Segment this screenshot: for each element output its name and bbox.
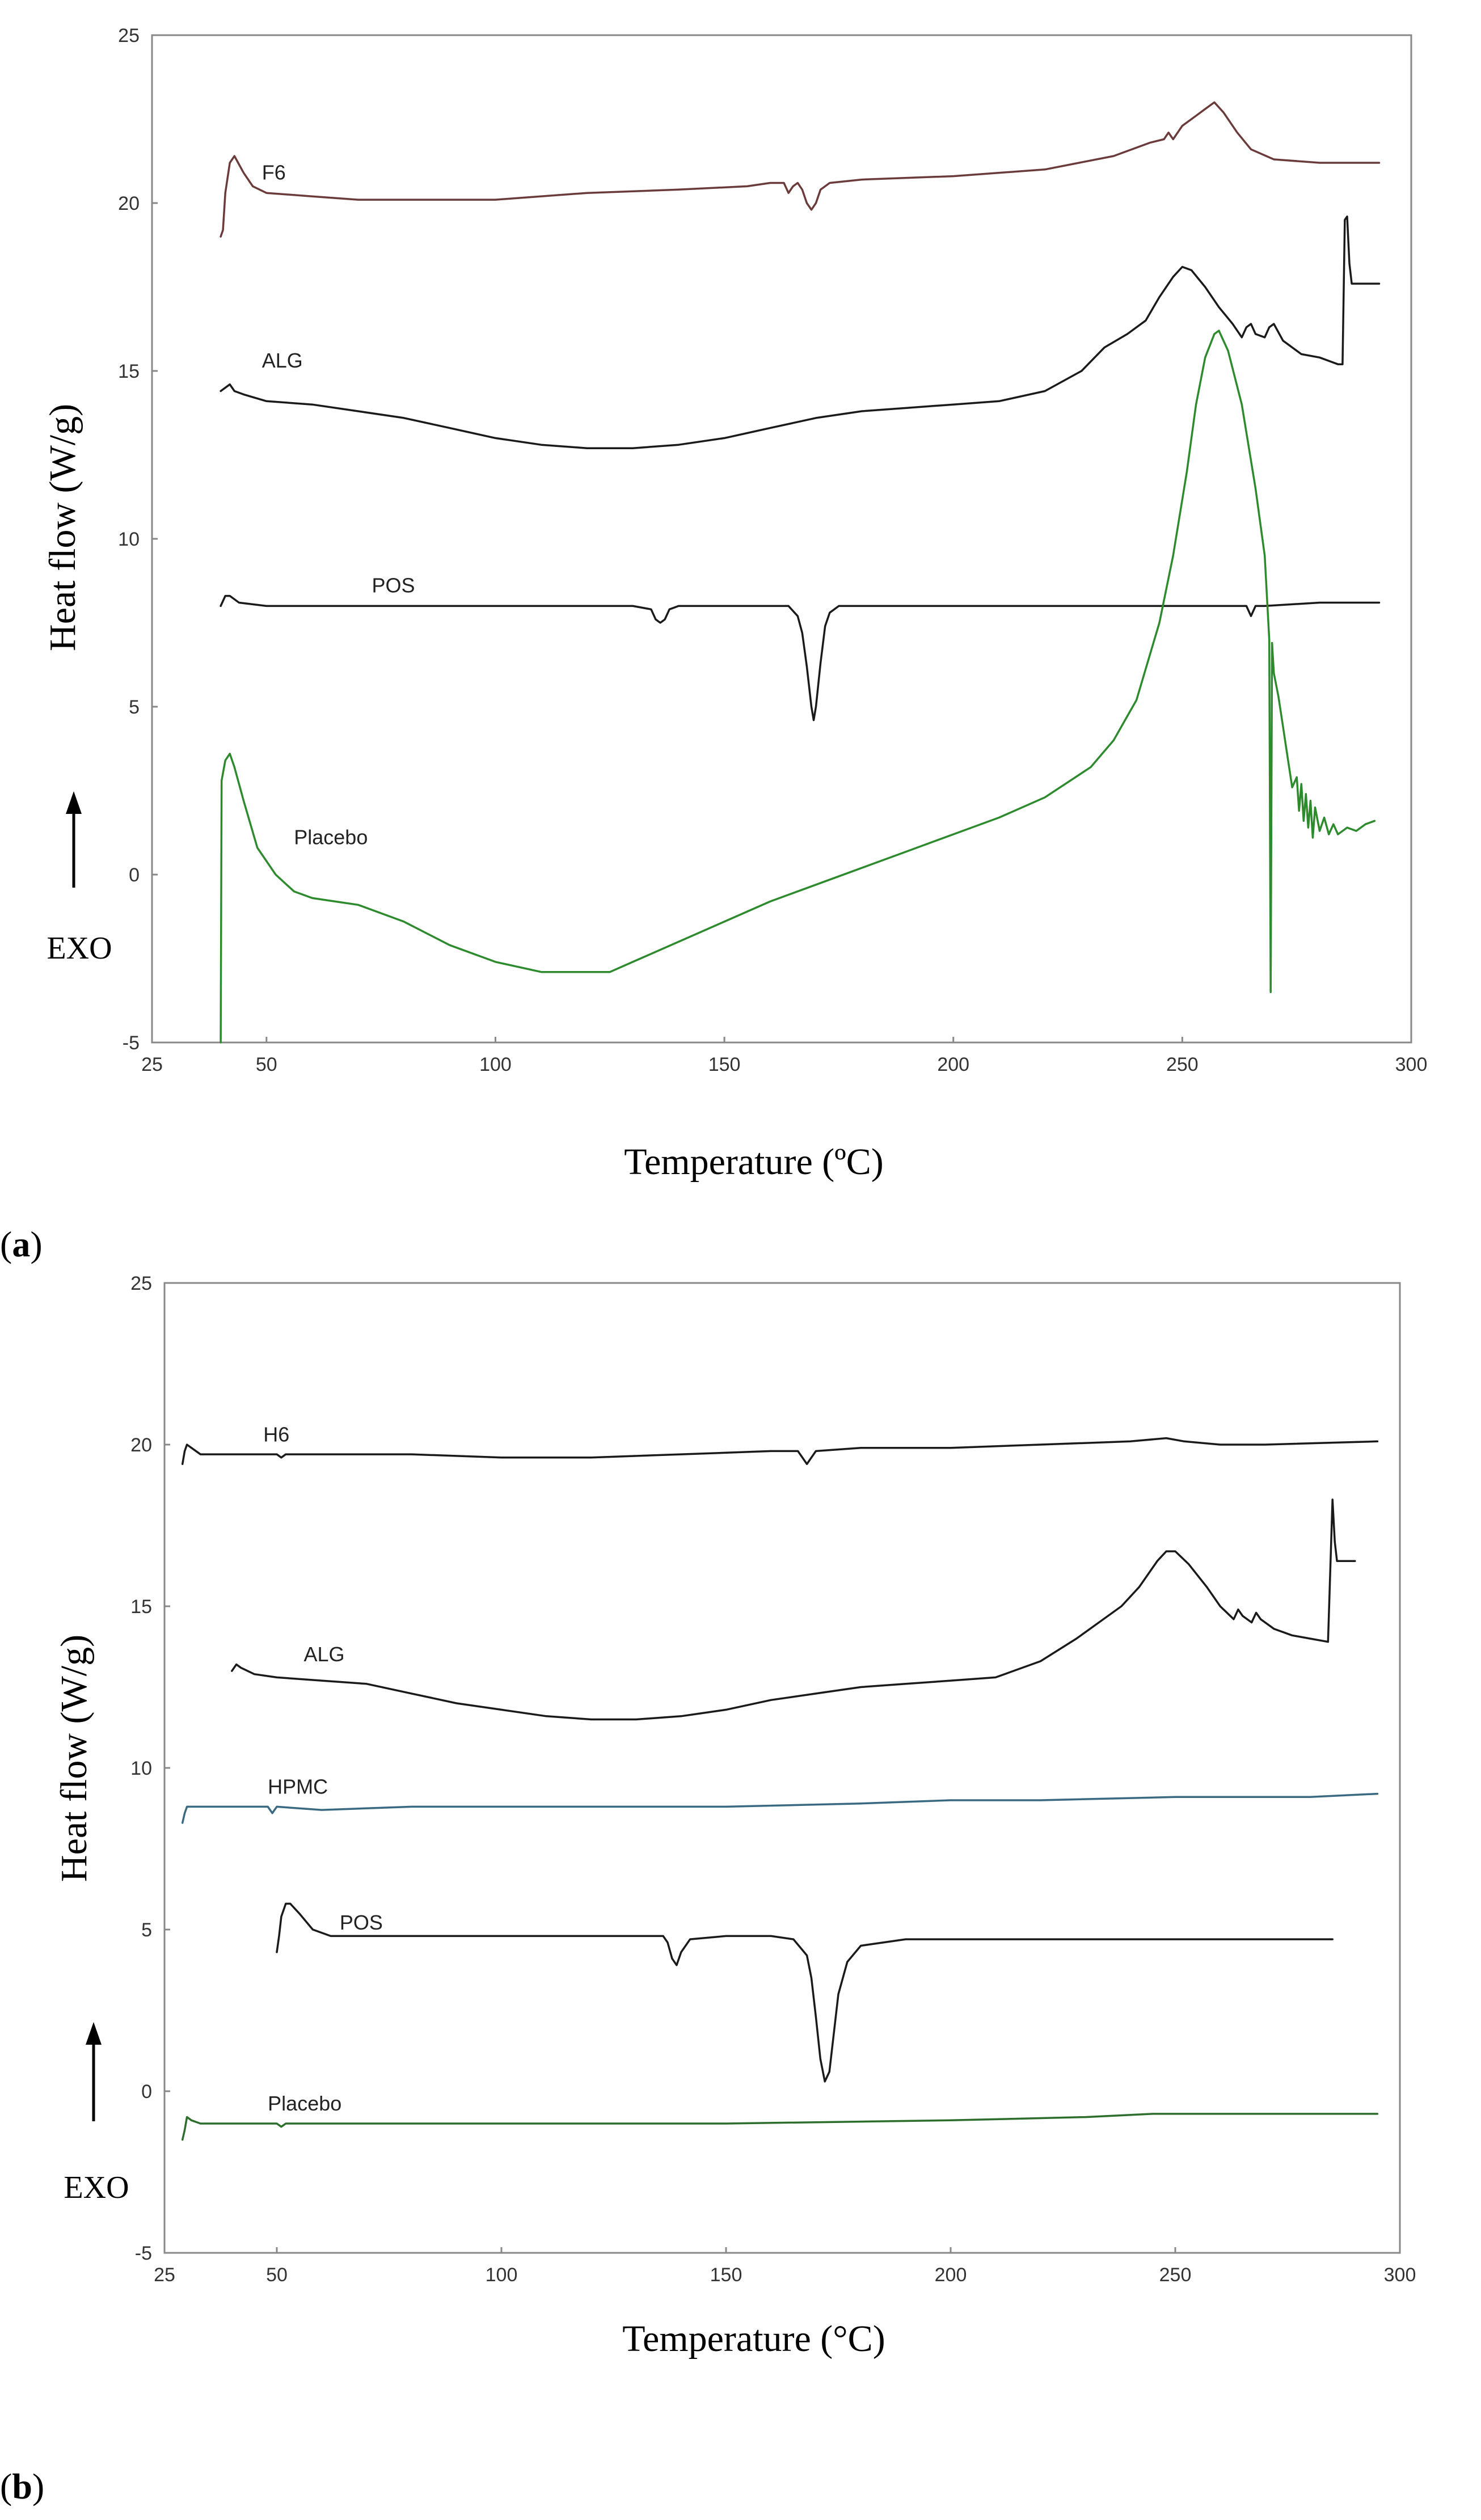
panel-label-b-letter: b [12, 2466, 32, 2506]
series-label-f6: F6 [262, 161, 286, 184]
exo-label-b: EXO [64, 2170, 129, 2205]
x-tick-label: 200 [935, 2264, 967, 2286]
y-ticks-a: -5 0 5 10 15 20 25 [118, 25, 158, 1054]
series-group-b [181, 1437, 1379, 2141]
series-label-h6: H6 [263, 1422, 289, 1446]
y-tick-label: 5 [141, 1919, 152, 1941]
x-tick-label: 250 [1159, 2264, 1192, 2286]
x-tick-label: 250 [1166, 1054, 1199, 1075]
x-ticks-a: 25 50 100 150 200 250 300 [141, 1037, 1427, 1075]
x-tick-label: 300 [1384, 2264, 1416, 2286]
x-tick-label: 100 [486, 2264, 518, 2286]
panel-label-b: (b) [0, 2466, 44, 2506]
x-tick-label: 25 [141, 1054, 163, 1075]
plot-area-b [163, 1282, 1401, 2254]
x-tick-label: 50 [266, 2264, 288, 2286]
x-tick-label: 200 [937, 1054, 969, 1075]
panel-label-b-open: ( [0, 2466, 12, 2506]
series-line-alg [231, 1499, 1356, 1721]
y-tick-label: 25 [130, 1273, 152, 1294]
series-label-placebo: Placebo [294, 826, 368, 849]
panel-label-a-close: ) [30, 1224, 42, 1264]
x-tick-label: 150 [710, 2264, 742, 2286]
exo-label-a: EXO [47, 931, 112, 966]
y-tick-label: -5 [123, 1032, 140, 1054]
x-tick-label: 25 [154, 2264, 175, 2286]
plot-area-a [151, 34, 1412, 1044]
y-tick-label: 0 [141, 2081, 152, 2103]
x-tick-label: 300 [1395, 1054, 1428, 1075]
y-axis-title-b: Heat flow (W/g) [53, 1635, 95, 1882]
y-tick-label: 0 [129, 864, 140, 886]
series-labels-b: H6 ALG HPMC POS Placebo [263, 1422, 383, 2115]
x-tick-label: 50 [256, 1054, 277, 1075]
y-tick-label: 10 [118, 529, 140, 550]
panel-label-a-open: ( [0, 1224, 12, 1264]
series-label-alg: ALG [304, 1643, 345, 1666]
y-tick-label: -5 [135, 2243, 152, 2264]
series-label-pos: POS [340, 1911, 383, 1934]
panel-label-a: (a) [0, 1224, 43, 1264]
x-axis-title-b: Temperature (°C) [622, 2318, 885, 2359]
y-axis-title-a: Heat flow (W/g) [42, 404, 83, 651]
panel-label-b-close: ) [32, 2466, 44, 2506]
y-tick-label: 10 [130, 1758, 152, 1779]
panel-a-chart: -5 0 5 10 15 20 25 25 50 100 150 200 250 300 F6 ALG PO… [0, 25, 1427, 1264]
series-labels-a: F6 ALG POS Placebo [262, 161, 415, 849]
series-line-alg [220, 215, 1381, 449]
y-tick-label: 15 [130, 1596, 152, 1618]
series-line-placebo [181, 2113, 1379, 2141]
y-ticks-b: -5 0 5 10 15 20 25 [130, 1273, 170, 2264]
y-tick-label: 20 [130, 1434, 152, 1456]
y-tick-label: 20 [118, 193, 140, 214]
panel-b-chart: -5 0 5 10 15 20 25 25 50 100 150 200 250 300 H6 ALG HP… [0, 1273, 1416, 2506]
x-tick-label: 100 [479, 1054, 512, 1075]
y-tick-label: 15 [118, 361, 140, 382]
series-line-pos [276, 1902, 1334, 2083]
series-group-a [220, 101, 1381, 1044]
exo-arrow-icon-a [66, 791, 82, 888]
x-ticks-b: 25 50 100 150 200 250 300 [154, 2247, 1416, 2286]
series-label-placebo: Placebo [268, 2092, 341, 2115]
series-line-h6 [181, 1437, 1379, 1465]
x-tick-label: 150 [708, 1054, 741, 1075]
series-line-f6 [220, 101, 1381, 238]
y-tick-label: 5 [129, 697, 140, 718]
series-line-hpmc [181, 1792, 1379, 1824]
panel-label-a-letter: a [12, 1224, 30, 1264]
series-label-alg: ALG [262, 349, 303, 372]
series-line-placebo [220, 330, 1376, 1044]
series-label-hpmc: HPMC [268, 1775, 328, 1799]
series-line-pos [220, 594, 1381, 721]
series-label-pos: POS [372, 574, 415, 597]
y-tick-label: 25 [118, 25, 140, 47]
x-axis-title-a: Temperature (ºC) [624, 1141, 883, 1183]
exo-arrow-icon-b [86, 2022, 102, 2121]
